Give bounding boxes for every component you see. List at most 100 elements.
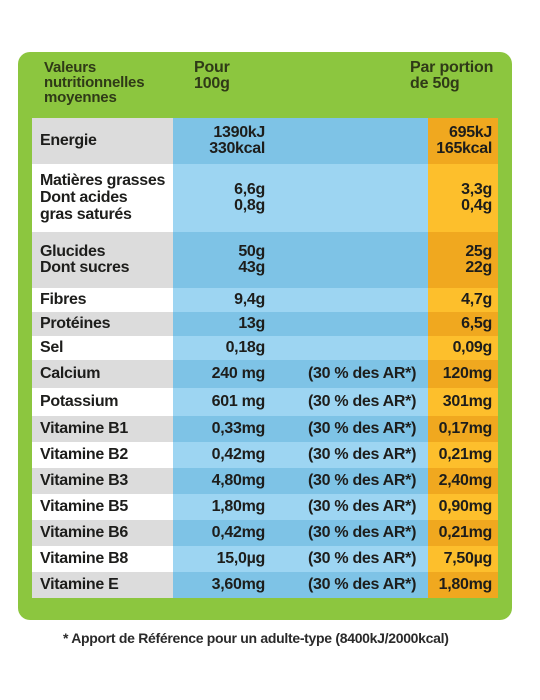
nutrient-name-cell: Potassium bbox=[32, 388, 173, 416]
header-line: Par portion bbox=[410, 59, 494, 76]
nutrient-name-cell: Vitamine B1 bbox=[32, 416, 173, 442]
reference-intake: (30 % des AR*) bbox=[308, 420, 417, 437]
value-per-100g: 50g bbox=[238, 243, 265, 260]
nutrient-name: Dont sucres bbox=[40, 259, 130, 276]
value-per-portion: 6,5g bbox=[461, 315, 492, 332]
footnote: * Apport de Référence pour un adulte-typ… bbox=[63, 630, 449, 646]
reference-intake-cell bbox=[308, 336, 426, 360]
value-per-portion-cell: 0,90mg bbox=[428, 494, 498, 520]
cell-background bbox=[428, 494, 498, 520]
value-per-100g: 15,0µg bbox=[216, 550, 266, 567]
cell-background bbox=[173, 336, 428, 360]
table-row: Vitamine E 3,60mg (30 % des AR*) 1,80mg bbox=[32, 572, 498, 598]
cell-background bbox=[428, 312, 498, 336]
header-line: de 50g bbox=[410, 75, 460, 92]
cell-background bbox=[428, 442, 498, 468]
nutrient-name: Glucides bbox=[40, 243, 106, 260]
value-per-portion: 0,21mg bbox=[438, 446, 493, 463]
nutrient-name-cell: Matières grasses Dont acides gras saturés bbox=[32, 164, 173, 232]
nutrient-name: Matières grasses bbox=[40, 172, 166, 189]
value-per-portion: 7,50µg bbox=[443, 550, 493, 567]
value-per-portion: 0,90mg bbox=[438, 498, 493, 515]
value-per-100g-cell: 0,33mg bbox=[173, 416, 266, 442]
reference-intake-cell: (30 % des AR*) bbox=[308, 546, 426, 572]
header-line: 100g bbox=[194, 75, 230, 92]
reference-intake: (30 % des AR*) bbox=[308, 550, 417, 567]
cell-background bbox=[32, 468, 173, 494]
cell-background bbox=[173, 388, 428, 416]
cell-background bbox=[32, 572, 173, 598]
cell-background bbox=[32, 494, 173, 520]
cell-background bbox=[173, 442, 428, 468]
value-per-100g: 0,33mg bbox=[211, 420, 266, 437]
value-per-100g: 43g bbox=[238, 259, 265, 276]
value-per-portion: 0,17mg bbox=[438, 420, 493, 437]
nutrient-name: Vitamine B1 bbox=[40, 420, 128, 437]
reference-intake-cell: (30 % des AR*) bbox=[308, 416, 426, 442]
value-per-100g-cell: 1,80mg bbox=[173, 494, 266, 520]
reference-intake: (30 % des AR*) bbox=[308, 472, 417, 489]
cell-background bbox=[32, 360, 173, 388]
cell-background bbox=[32, 164, 173, 232]
value-per-100g: 6,6g bbox=[234, 181, 265, 198]
table-row: Sel 0,18g 0,09g bbox=[32, 336, 498, 360]
cell-background bbox=[173, 546, 428, 572]
reference-intake-cell bbox=[308, 232, 426, 288]
cell-background bbox=[428, 572, 498, 598]
cell-background bbox=[428, 546, 498, 572]
value-per-portion: 25g bbox=[465, 243, 492, 260]
reference-intake-cell bbox=[308, 312, 426, 336]
nutrient-name: Vitamine B3 bbox=[40, 472, 128, 489]
cell-background bbox=[32, 442, 173, 468]
nutrient-name: Vitamine B5 bbox=[40, 498, 128, 515]
cell-background bbox=[428, 118, 498, 164]
value-per-portion-cell: 7,50µg bbox=[428, 546, 498, 572]
value-per-portion: 4,7g bbox=[461, 291, 492, 308]
value-per-portion: 695kJ bbox=[449, 124, 492, 141]
cell-background bbox=[32, 546, 173, 572]
value-per-portion-cell: 4,7g bbox=[428, 288, 498, 312]
reference-intake-cell: (30 % des AR*) bbox=[308, 360, 426, 388]
header-nutrient-column: Valeurs nutritionnelles moyennes bbox=[44, 59, 145, 105]
cell-background bbox=[32, 416, 173, 442]
cell-background bbox=[173, 232, 428, 288]
table-row: Vitamine B8 15,0µg (30 % des AR*) 7,50µg bbox=[32, 546, 498, 572]
header-line: Valeurs bbox=[44, 59, 96, 76]
value-per-portion-cell: 25g 22g bbox=[428, 232, 498, 288]
reference-intake-cell: (30 % des AR*) bbox=[308, 520, 426, 546]
nutrient-name-cell: Calcium bbox=[32, 360, 173, 388]
cell-background bbox=[173, 312, 428, 336]
cell-background bbox=[32, 288, 173, 312]
value-per-100g-cell: 13g bbox=[173, 312, 265, 336]
value-per-portion: 3,3g bbox=[461, 181, 492, 198]
reference-intake-cell: (30 % des AR*) bbox=[308, 494, 426, 520]
value-per-100g: 1390kJ bbox=[213, 124, 265, 141]
cell-background bbox=[32, 118, 173, 164]
table-row: Potassium 601 mg (30 % des AR*) 301mg bbox=[32, 388, 498, 416]
value-per-portion: 165kcal bbox=[436, 140, 492, 157]
value-per-portion-cell: 0,21mg bbox=[428, 442, 498, 468]
nutrient-name: Calcium bbox=[40, 365, 101, 382]
cell-background bbox=[428, 360, 498, 388]
reference-intake: (30 % des AR*) bbox=[308, 393, 417, 410]
value-per-100g-cell: 6,6g 0,8g bbox=[173, 164, 265, 232]
nutrient-name: Fibres bbox=[40, 291, 87, 308]
reference-intake: (30 % des AR*) bbox=[308, 446, 417, 463]
table-row: Vitamine B2 0,42mg (30 % des AR*) 0,21mg bbox=[32, 442, 498, 468]
value-per-100g-cell: 15,0µg bbox=[173, 546, 266, 572]
value-per-portion-cell: 120mg bbox=[428, 360, 498, 388]
value-per-portion: 1,80mg bbox=[438, 576, 493, 593]
reference-intake: (30 % des AR*) bbox=[308, 365, 417, 382]
reference-intake-cell: (30 % des AR*) bbox=[308, 442, 426, 468]
cell-background bbox=[173, 164, 428, 232]
cell-background bbox=[428, 232, 498, 288]
reference-intake-cell: (30 % des AR*) bbox=[308, 388, 426, 416]
value-per-100g-cell: 0,42mg bbox=[173, 520, 266, 546]
nutrient-name-cell: Vitamine B2 bbox=[32, 442, 173, 468]
value-per-100g-cell: 3,60mg bbox=[173, 572, 266, 598]
nutrient-name-cell: Fibres bbox=[32, 288, 173, 312]
cell-background bbox=[173, 360, 428, 388]
table-row: Vitamine B3 4,80mg (30 % des AR*) 2,40mg bbox=[32, 468, 498, 494]
nutrient-name: Potassium bbox=[40, 393, 119, 410]
reference-intake-cell bbox=[308, 118, 426, 164]
